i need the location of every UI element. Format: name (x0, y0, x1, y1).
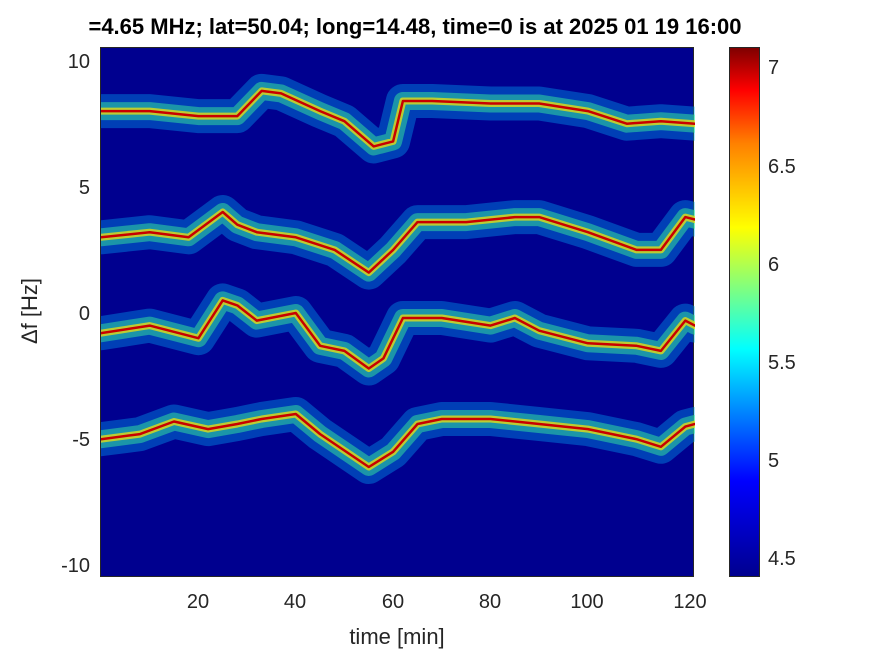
colorbar-tick-6-5: 6.5 (768, 156, 796, 178)
x-axis-label: time [min] (349, 624, 445, 649)
x-tick-100: 100 (570, 591, 604, 613)
y-axis-label: Δf [Hz] (17, 277, 42, 345)
trace-1-line (101, 89, 695, 148)
x-tick-20: 20 (186, 591, 210, 613)
x-tick-60: 60 (381, 591, 405, 613)
heatmap-svg (101, 73, 695, 484)
y-tick-10: 10 (67, 51, 90, 73)
colorbar-tick-5-5: 5.5 (768, 352, 796, 374)
x-tick-80: 80 (478, 591, 502, 613)
colorbar-tick-5: 5 (768, 450, 780, 472)
chart-title: =4.65 MHz; lat=50.04; long=14.48, time=0… (88, 14, 742, 39)
y-tick-5: 5 (78, 177, 90, 199)
y-tick-m10: -10 (61, 555, 90, 577)
colorbar-tick-4-5: 4.5 (768, 548, 796, 570)
x-tick-40: 40 (283, 591, 307, 613)
trace-2-line (101, 210, 695, 274)
colorbar-tick-7: 7 (768, 57, 780, 79)
x-tick-120: 120 (673, 591, 707, 613)
y-tick-0: 0 (78, 303, 90, 325)
trace-3-line (101, 299, 695, 370)
plot-area (100, 47, 695, 577)
y-tick-m5: -5 (72, 429, 90, 451)
trace-4-line (101, 412, 695, 469)
colorbar-tick-6: 6 (768, 254, 780, 276)
colorbar (729, 47, 760, 577)
